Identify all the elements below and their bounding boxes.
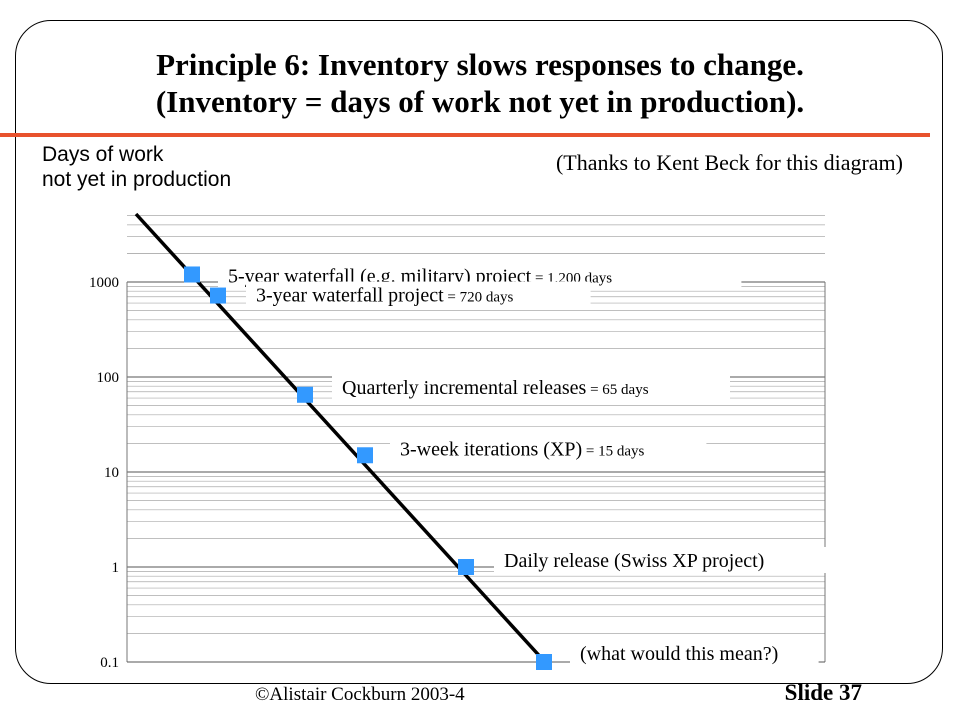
- annotation-label: 3-week iterations (XP): [400, 438, 582, 460]
- annotation-label: Quarterly incremental releases: [342, 377, 587, 399]
- y-tick-label: 1000: [89, 275, 119, 291]
- title-underline: [0, 133, 930, 137]
- y-axis-label-line-2: not yet in production: [42, 168, 232, 191]
- y-tick-label: 1: [112, 560, 120, 576]
- data-point-marker: [210, 287, 226, 304]
- y-axis-label: Days of work not yet in production: [42, 142, 231, 192]
- slide-frame: [15, 20, 943, 684]
- footer-copyright: ©Alistair Cockburn 2003-4: [255, 684, 465, 705]
- data-point-marker: [536, 654, 552, 670]
- data-point-marker: [184, 266, 200, 283]
- annotation-value: = 65 days: [586, 382, 648, 398]
- title-line-1: Principle 6: Inventory slows responses t…: [156, 47, 804, 82]
- data-point-marker: [458, 559, 474, 575]
- annotation-label: Daily release (Swiss XP project): [504, 550, 764, 572]
- y-tick-label: 0.1: [100, 655, 119, 671]
- data-annotation: (what would this mean?): [580, 643, 778, 665]
- annotation-backdrop: [494, 547, 835, 573]
- data-annotation: 3-week iterations (XP) = 15 days: [400, 438, 645, 460]
- y-tick-label: 100: [97, 370, 120, 386]
- annotation-label: 3-year waterfall project: [256, 285, 444, 307]
- diagram-credit: (Thanks to Kent Beck for this diagram): [555, 150, 903, 175]
- title-line-2: (Inventory = days of work not yet in pro…: [155, 84, 805, 119]
- annotation-backdrop: [570, 640, 819, 666]
- annotation-backdrop: [332, 373, 730, 400]
- slide-title: Principle 6: Inventory slows responses t…: [0, 46, 960, 120]
- annotation-backdrop: [246, 281, 591, 308]
- annotation-value: = 15 days: [582, 443, 644, 459]
- data-annotation: 3-year waterfall project = 720 days: [256, 285, 514, 307]
- data-annotation: Quarterly incremental releases = 65 days: [342, 377, 649, 399]
- annotation-backdrop: [390, 435, 707, 462]
- annotation-value: = 720 days: [444, 290, 514, 306]
- data-point-marker: [357, 447, 373, 464]
- y-tick-label: 10: [104, 465, 119, 481]
- annotation-label: (what would this mean?): [580, 643, 778, 665]
- footer-slide-number: Slide 37: [784, 680, 862, 705]
- data-point-marker: [297, 386, 313, 403]
- trend-line: [134, 212, 547, 664]
- y-axis-label-line-1: Days of work: [42, 143, 164, 166]
- data-annotation: Daily release (Swiss XP project): [504, 550, 764, 572]
